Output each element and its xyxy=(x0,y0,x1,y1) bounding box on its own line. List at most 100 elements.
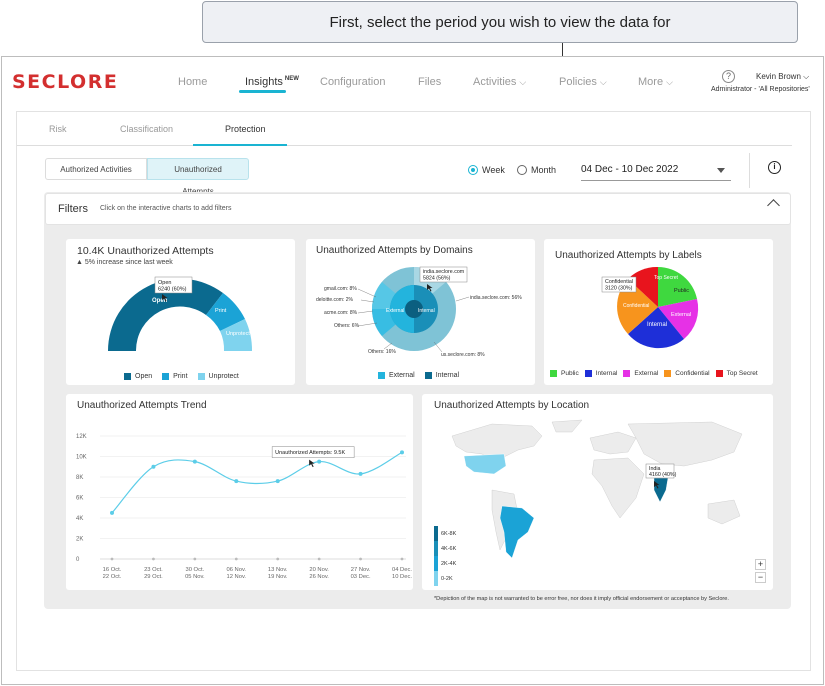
legend-internal[interactable]: Internal xyxy=(424,372,459,379)
tab-active-indicator xyxy=(193,144,287,146)
domain-label: Others: 16% xyxy=(368,349,396,355)
legend-label: Top Secret xyxy=(726,370,758,377)
date-range-value: 04 Dec - 10 Dec 2022 xyxy=(581,164,679,175)
slice-public[interactable] xyxy=(658,267,697,307)
chevron-down-icon: ⌵ xyxy=(519,77,527,87)
legend-public[interactable]: Public xyxy=(550,370,579,377)
x-tick-label: 19 Nov. xyxy=(268,574,288,580)
scale-swatch xyxy=(434,541,438,556)
legend-confidential[interactable]: Confidential xyxy=(664,370,710,377)
region-india[interactable] xyxy=(653,477,669,503)
x-tick-label: 12 Nov. xyxy=(227,574,247,580)
slice-external[interactable] xyxy=(658,299,699,339)
slice-external[interactable] xyxy=(390,285,414,333)
x-tick-label: 05 Nov. xyxy=(185,574,205,580)
tab-classification[interactable]: Classification xyxy=(120,124,174,134)
scale-swatch xyxy=(434,571,438,586)
slice-print[interactable] xyxy=(206,293,245,331)
tooltip-line2: 3120 (30%) xyxy=(605,286,633,292)
legend-swatch xyxy=(197,373,205,380)
trend-line xyxy=(111,451,403,514)
y-tick-label: 2K xyxy=(76,537,83,543)
x-tick-marker xyxy=(400,557,404,561)
region-usa[interactable] xyxy=(463,453,507,475)
legend-swatch xyxy=(550,370,557,377)
legend-internal[interactable]: Internal xyxy=(584,370,618,377)
nav-files[interactable]: Files xyxy=(418,76,442,88)
unauthorized-attempts-toggle[interactable]: Unauthorized Attempts xyxy=(147,158,249,196)
scale-label: 4K-6K xyxy=(441,545,457,552)
inner-label-internal: Internal xyxy=(418,308,435,314)
data-point[interactable] xyxy=(358,471,363,476)
card-title: Unauthorized Attempts Trend xyxy=(77,400,207,411)
filters-title: Filters xyxy=(58,203,88,215)
domain-label: deloitte.com: 2% xyxy=(316,297,354,303)
tooltip-line1: Confidential xyxy=(605,279,633,285)
zoom-out-button[interactable]: − xyxy=(755,572,766,583)
week-radio[interactable]: Week xyxy=(468,165,505,175)
chart-tooltip xyxy=(645,463,675,479)
slice-confidential[interactable] xyxy=(617,279,658,334)
legend-swatch xyxy=(162,373,170,380)
x-tick-label: 22 Oct. xyxy=(103,574,122,580)
legend-unprotect[interactable]: Unprotect xyxy=(197,373,239,380)
legend-external[interactable]: External xyxy=(623,370,658,377)
data-point[interactable] xyxy=(110,510,114,515)
legend-top-secret[interactable]: Top Secret xyxy=(715,370,758,377)
legend-print[interactable]: Print xyxy=(162,373,188,380)
seclore-logo[interactable]: SECLORE xyxy=(12,71,119,93)
card-title: Unauthorized Attempts by Labels xyxy=(555,250,702,261)
data-point[interactable] xyxy=(234,479,239,484)
month-radio[interactable]: Month xyxy=(517,165,556,175)
data-point[interactable] xyxy=(400,450,404,455)
y-tick-label: 8K xyxy=(76,475,83,481)
region-brazil[interactable] xyxy=(499,505,535,559)
nav-more[interactable]: More ⌵ xyxy=(638,76,673,88)
info-icon[interactable]: i xyxy=(768,161,781,174)
nav-policies[interactable]: Policies ⌵ xyxy=(559,76,607,88)
legend-label: Internal xyxy=(595,370,618,377)
chevron-down-icon: ⌵ xyxy=(666,77,673,87)
labels-card: Unauthorized Attempts by Labels Public I… xyxy=(544,239,773,385)
slice-unprotect[interactable] xyxy=(220,319,253,351)
zoom-in-button[interactable]: + xyxy=(755,559,766,570)
slice-open[interactable] xyxy=(107,278,223,351)
user-menu[interactable]: Kevin Brown ⌵ xyxy=(756,72,809,82)
slice-internal[interactable] xyxy=(628,307,684,349)
x-tick-label: 04 Dec. xyxy=(392,567,412,573)
tooltip-line2: 6240 (60%) xyxy=(158,287,187,293)
nav-home[interactable]: Home xyxy=(178,76,208,88)
tab-protection[interactable]: Protection xyxy=(225,124,266,134)
nav-insights[interactable]: Insights NEW xyxy=(245,76,299,88)
x-tick-marker xyxy=(193,557,197,561)
nav-configuration[interactable]: Configuration xyxy=(320,76,386,88)
nav-more-label: More xyxy=(638,76,664,88)
data-point[interactable] xyxy=(275,479,280,484)
collapse-chevron-icon[interactable] xyxy=(767,199,780,212)
tooltip-line1: Open xyxy=(158,280,171,286)
chart-legend: External Internal xyxy=(378,372,469,379)
nav-activities[interactable]: Activities ⌵ xyxy=(473,76,526,88)
slice-label-unprotect: Unprotect xyxy=(226,331,250,337)
chart-tooltip xyxy=(154,276,193,294)
help-icon[interactable]: ? xyxy=(722,70,735,83)
date-range-select[interactable]: 04 Dec - 10 Dec 2022 xyxy=(581,161,731,181)
data-point[interactable] xyxy=(151,464,156,469)
legend-external[interactable]: External xyxy=(378,372,415,379)
x-tick-label: 10 Dec. xyxy=(392,574,412,580)
filters-bar[interactable]: Filters Click on the interactive charts … xyxy=(45,193,791,225)
domain-label: gmail.com: 8% xyxy=(324,286,357,292)
domains-card: Unauthorized Attempts by Domains Externa… xyxy=(306,239,535,385)
data-point[interactable] xyxy=(317,459,322,464)
legend-label: Open xyxy=(135,373,153,380)
domain-label: Others: 6% xyxy=(334,323,360,329)
legend-label: External xyxy=(389,372,415,379)
x-tick-marker xyxy=(276,557,280,561)
authorized-activities-toggle[interactable]: Authorized Activities xyxy=(45,158,147,180)
donut-hole xyxy=(405,300,423,318)
tab-risk[interactable]: Risk xyxy=(49,124,67,134)
cursor-icon xyxy=(654,481,660,489)
legend-open[interactable]: Open xyxy=(124,373,152,380)
data-point[interactable] xyxy=(192,459,197,464)
